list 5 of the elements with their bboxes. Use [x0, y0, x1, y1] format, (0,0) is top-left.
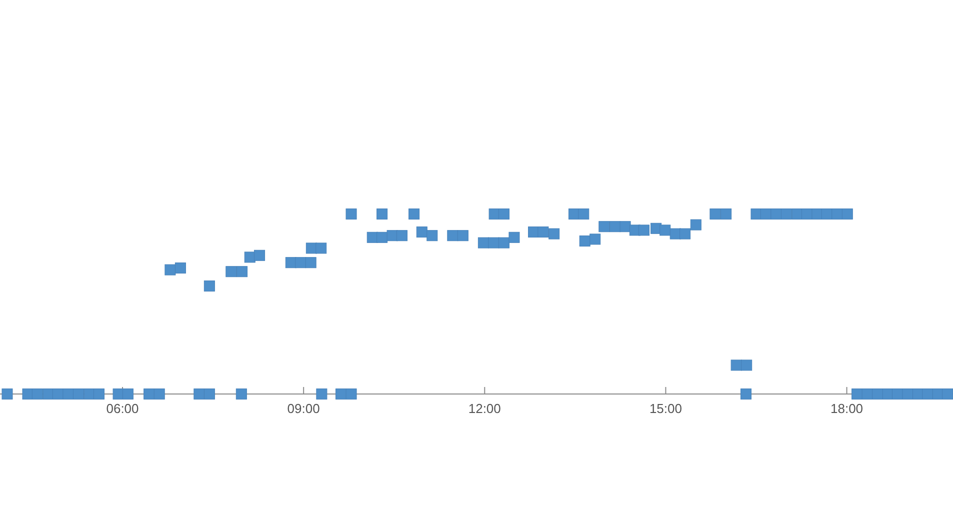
x-tick-label: 06:00 [106, 401, 139, 416]
x-tick-label: 15:00 [649, 401, 682, 416]
x-tick-label: 18:00 [830, 401, 864, 416]
x-tick-label: 12:00 [468, 401, 501, 416]
x-tick-label: 09:00 [287, 401, 320, 416]
